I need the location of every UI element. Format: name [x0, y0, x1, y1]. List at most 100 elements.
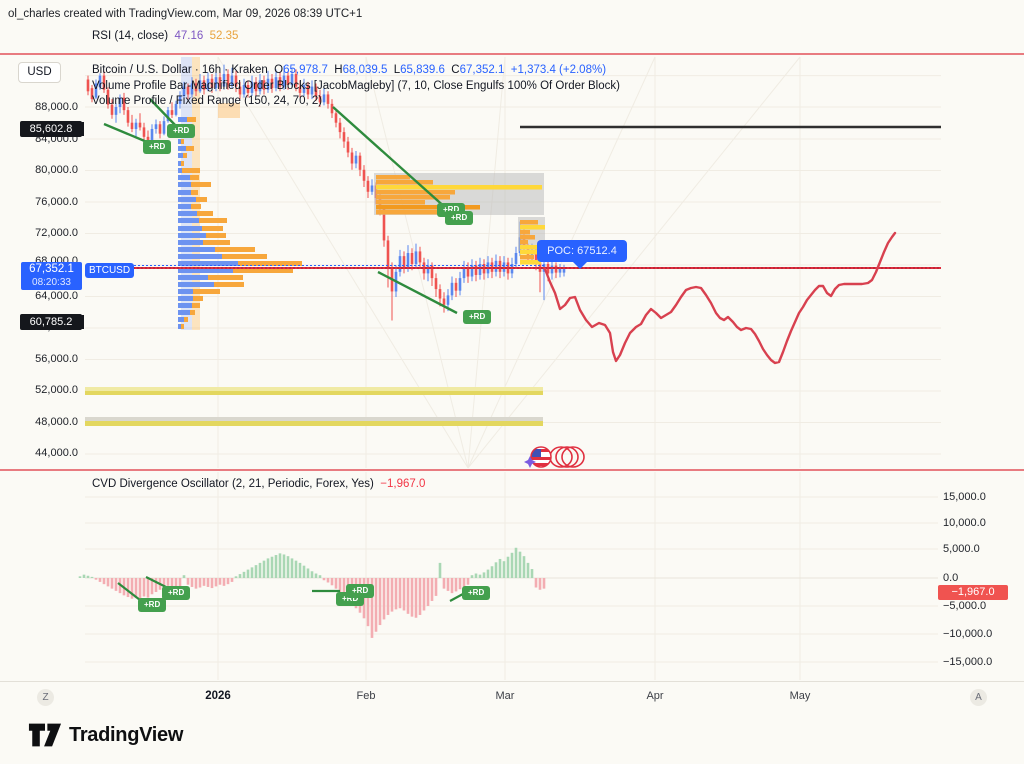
- cvd-bar: [126, 578, 130, 598]
- timezone-button[interactable]: Z: [37, 689, 54, 706]
- candle-body: [474, 265, 478, 275]
- cvd-last-value-badge: −1,967.0: [938, 585, 1008, 600]
- order-block-volume-bar: [520, 220, 538, 225]
- cvd-legend[interactable]: CVD Divergence Oscillator (2, 21, Period…: [92, 478, 425, 490]
- cvd-bar: [498, 558, 502, 578]
- cvd-bar: [150, 578, 154, 595]
- volume-profile-bar-blue: [178, 190, 191, 195]
- candle-body: [346, 141, 350, 153]
- oscillator-tick: 5,000.0: [943, 543, 980, 555]
- volume-profile-bar-blue: [178, 296, 193, 301]
- time-axis-label: Mar: [495, 690, 515, 702]
- cvd-bar: [246, 569, 250, 578]
- order-block-volume-bar: [376, 180, 433, 185]
- rsi-legend[interactable]: RSI (14, close) 47.16 52.35: [92, 30, 238, 42]
- candle-body: [134, 122, 138, 129]
- tradingview-logo-text: TradingView: [69, 723, 184, 746]
- cvd-bar: [338, 578, 342, 593]
- candle-body: [554, 265, 558, 273]
- candle-body: [562, 269, 566, 273]
- rd-marker-label: +RD: [167, 124, 196, 138]
- candle-body: [322, 94, 326, 103]
- cvd-bar: [466, 578, 470, 585]
- cvd-bar: [138, 578, 142, 599]
- cvd-bar: [154, 578, 158, 592]
- cvd-bar: [146, 578, 150, 598]
- open-letter: O: [274, 64, 284, 76]
- candle-body: [430, 265, 434, 279]
- cvd-bar: [186, 578, 190, 585]
- volume-profile-bar-blue: [178, 146, 186, 151]
- cvd-bar: [230, 578, 234, 582]
- candle-body: [126, 110, 130, 123]
- time-axis-label: Apr: [646, 690, 664, 702]
- cvd-bar: [114, 578, 118, 591]
- rsi-value-1: 47.16: [174, 30, 204, 42]
- cvd-bar: [450, 578, 454, 594]
- volume-profile-bar-orange: [191, 182, 211, 187]
- indicator-legend-order-blocks[interactable]: Volume Profile Bar-Magnified Order Block…: [92, 80, 620, 92]
- cvd-bar: [474, 573, 478, 578]
- symbol-legend[interactable]: Bitcoin / U.S. Dollar · 16h · Kraken O65…: [92, 64, 606, 76]
- cvd-bar: [234, 576, 238, 578]
- poc-tooltip: POC: 67512.4: [537, 240, 627, 269]
- cvd-bar: [118, 578, 122, 594]
- cvd-bar: [274, 555, 278, 578]
- cvd-bar: [242, 571, 246, 578]
- cvd-bar: [502, 561, 506, 578]
- volume-profile-bar-blue: [178, 233, 206, 238]
- indicator-legend-volume-profile[interactable]: Volume Profile / Fixed Range (150, 24, 7…: [92, 95, 323, 107]
- volume-profile-bar-orange: [222, 254, 267, 259]
- cvd-bar: [538, 578, 542, 590]
- candle-body: [546, 263, 550, 274]
- open-value: 65,978.7: [283, 64, 328, 76]
- cvd-bar: [506, 556, 510, 578]
- volume-profile-bar-blue: [178, 254, 222, 259]
- order-block-volume-bar: [520, 255, 534, 260]
- cvd-bar: [418, 578, 422, 615]
- adjust-button[interactable]: A: [970, 689, 987, 706]
- time-axis-label: 2026: [205, 690, 231, 702]
- candle-body: [530, 249, 534, 258]
- volume-profile-bar-blue: [178, 168, 182, 173]
- rd-trend-line: [332, 106, 448, 210]
- pane-separator-top[interactable]: [0, 53, 1024, 55]
- time-axis-label: Feb: [356, 690, 376, 702]
- volume-profile-bar-orange: [181, 161, 184, 166]
- volume-profile-bar-orange: [233, 268, 293, 273]
- cvd-bar: [102, 578, 106, 585]
- volume-profile-bar-orange: [197, 211, 213, 216]
- tradingview-logo[interactable]: TradingView: [28, 722, 183, 748]
- candle-body: [502, 262, 506, 272]
- volume-profile-bar-orange: [208, 275, 243, 280]
- candle-body: [506, 262, 510, 274]
- oscillator-tick: −5,000.0: [943, 600, 987, 612]
- candle-body: [390, 267, 394, 292]
- price-tick: 56,000.0: [35, 353, 78, 365]
- cvd-bar: [306, 568, 310, 578]
- price-tick: 44,000.0: [35, 447, 78, 459]
- price-alert-badge: 60,785.2: [20, 314, 82, 330]
- cvd-bar: [298, 562, 302, 578]
- pane-separator-middle[interactable]: [0, 469, 1024, 471]
- cvd-bar: [266, 558, 270, 578]
- currency-button[interactable]: USD: [18, 62, 61, 83]
- cvd-bar: [302, 565, 306, 578]
- candle-body: [542, 263, 546, 272]
- candle-body: [482, 263, 486, 274]
- cvd-bar: [426, 578, 430, 606]
- oscillator-tick: −10,000.0: [943, 628, 993, 640]
- candle-body: [138, 122, 142, 128]
- cvd-bar: [430, 578, 434, 601]
- price-alert-badge: 85,602.8: [20, 121, 82, 137]
- price-alert-tick: [79, 315, 84, 329]
- rd-trend-line: [103, 122, 148, 144]
- current-price-badge: 67,352.1 08:20:33: [21, 262, 82, 290]
- volume-profile-bar-blue: [178, 211, 197, 216]
- candle-body: [434, 278, 438, 290]
- low-value: 65,839.6: [400, 64, 445, 76]
- price-tick: 52,000.0: [35, 384, 78, 396]
- volume-profile-bar-orange: [181, 139, 184, 144]
- cvd-bar: [254, 565, 258, 578]
- candle-body: [422, 262, 426, 274]
